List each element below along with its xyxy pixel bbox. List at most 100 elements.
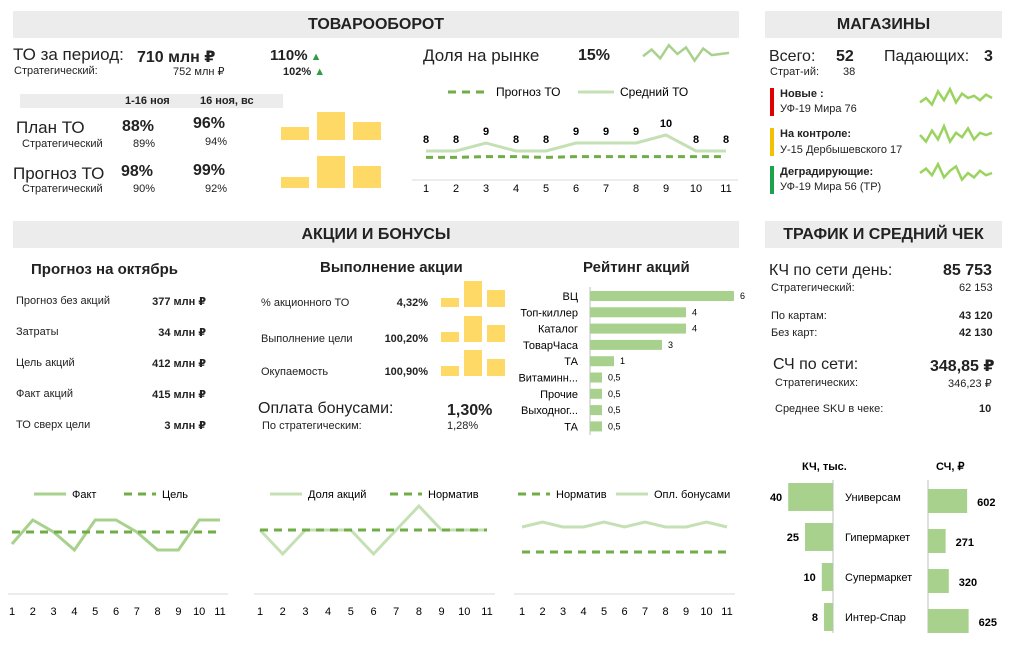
rating-bar <box>590 356 614 367</box>
data-label: 9 <box>633 126 639 138</box>
format-traffic-chart: КЧ, тыс. СЧ, ₽ 40 Универсам 25 Гипермаркет 10 С… <box>770 461 997 633</box>
exec-row-value: 100,90% <box>384 366 428 378</box>
forecast-row-value: 3 млн ₽ <box>164 420 206 432</box>
kch-value-label: 40 <box>770 492 782 504</box>
plan-label: План ТО <box>16 118 85 137</box>
category-label: ТА <box>564 421 578 433</box>
strat-label: Стратегический: <box>14 65 98 77</box>
kch-bar <box>824 603 833 631</box>
nocards-value: 42 130 <box>959 327 993 339</box>
legend-label-average: Средний ТО <box>620 85 688 99</box>
up-arrow-icon: ▲ <box>307 51 322 63</box>
mini-bar <box>464 316 482 342</box>
promo-exec-title: Выполнение акции <box>320 259 463 276</box>
data-label: 0,5 <box>608 405 621 415</box>
period-pct-value: 110% <box>270 47 308 64</box>
cards-value: 43 120 <box>959 310 993 322</box>
stores-strat-value: 38 <box>843 66 856 78</box>
sch-value-label: 625 <box>979 617 997 629</box>
mini-bar <box>487 290 505 307</box>
sku-label: Среднее SKU в чеке: <box>775 403 884 415</box>
category-label: ВЦ <box>563 291 578 303</box>
data-label: 3 <box>668 340 673 350</box>
x-tick-label: 3 <box>560 606 566 618</box>
store-item-control[interactable]: На контроле: У-15 Дербышевского 17 <box>770 128 1000 158</box>
mini-bar <box>353 122 381 140</box>
series-forecast-line <box>426 155 726 159</box>
data-label: 9 <box>603 126 609 138</box>
bonus-label: Оплата бонусами: <box>258 400 394 417</box>
kch-strat-label: Стратегический: <box>771 282 855 294</box>
kch-value: 85 753 <box>943 262 992 279</box>
market-sparkline <box>642 43 730 63</box>
legend-label: Доля акций <box>308 489 366 501</box>
x-tick-label: 10 <box>700 606 712 618</box>
bonus-payment-chart: Норматив Опл. бонусами 1 2 3 4 5 6 7 8 9 10 11 <box>514 489 735 618</box>
plan-value-1: 88% <box>122 118 155 135</box>
period-columns-bar <box>20 94 283 108</box>
plan-strat-label: Стратегический <box>22 138 103 150</box>
store-name: УФ-19 Мира 76 <box>780 103 857 115</box>
mini-bar <box>441 366 459 376</box>
x-tick-label: 6 <box>621 606 627 618</box>
data-label: 9 <box>573 126 579 138</box>
category-label: Выходног... <box>521 405 578 417</box>
store-status: На контроле: <box>780 128 852 140</box>
x-tick-label: 4 <box>325 606 331 618</box>
store-status: Деградирующие: <box>780 166 874 178</box>
x-tick-label: 7 <box>642 606 648 618</box>
forecast-row-label: ТО сверх цели <box>16 419 91 431</box>
store-item-new[interactable]: Новые : УФ-19 Мира 76 <box>770 88 1000 118</box>
plan-value-2: 96% <box>193 115 226 132</box>
plan-strat-2: 94% <box>205 136 228 148</box>
x-tick-label: 8 <box>662 606 668 618</box>
x-tick-label: 5 <box>348 606 354 618</box>
status-marker <box>770 88 774 116</box>
sch-bar <box>928 489 968 513</box>
forecast-row-value: 415 млн ₽ <box>152 389 206 401</box>
sch-bar <box>928 609 969 633</box>
legend-label: Опл. бонусами <box>654 489 730 501</box>
forecast-strat-label: Стратегический <box>22 183 103 195</box>
legend-label: Норматив <box>428 489 479 501</box>
rating-bar <box>590 405 602 416</box>
sch-value: 348,85 ₽ <box>930 358 995 375</box>
x-tick-label: 10 <box>193 606 205 618</box>
plan-strat-1: 89% <box>133 138 156 150</box>
kch-bar <box>788 483 833 511</box>
x-tick-label: 3 <box>302 606 308 618</box>
store-name: У-15 Дербышевского 17 <box>780 144 903 156</box>
kch-value-label: 8 <box>812 612 818 624</box>
mini-bar <box>317 156 345 188</box>
data-label: 8 <box>453 134 459 146</box>
data-label: 4 <box>692 324 697 334</box>
store-item-degrading[interactable]: Деградирующие: УФ-19 Мира 56 (ТР) <box>770 166 1000 196</box>
sparkline-path <box>919 86 993 107</box>
x-tick-label: 6 <box>573 183 579 195</box>
rating-bar <box>590 307 686 318</box>
data-label: 8 <box>723 134 729 146</box>
x-tick-label: 5 <box>92 606 98 618</box>
x-tick-label: 5 <box>543 183 549 195</box>
forecast-october-title: Прогноз на октябрь <box>31 261 178 278</box>
mini-bar <box>487 359 505 376</box>
mini-bar <box>281 127 309 140</box>
header-stores: МАГАЗИНЫ <box>765 11 1002 38</box>
exec-row-value: 100,20% <box>384 333 428 345</box>
header-traffic: ТРАФИК И СРЕДНИЙ ЧЕК <box>765 221 1002 248</box>
sparkline-path <box>919 161 993 182</box>
rating-bar <box>590 372 602 383</box>
mini-bar <box>353 166 381 188</box>
period-label: ТО за период: <box>13 45 124 64</box>
forecast-strat-2: 92% <box>205 183 228 195</box>
kch-label: КЧ по сети день: <box>769 262 893 279</box>
sch-bar <box>928 529 946 553</box>
x-tick-label: 6 <box>370 606 376 618</box>
strat-value: 752 млн ₽ <box>173 66 225 78</box>
legend-label: Норматив <box>556 489 607 501</box>
col-label-2: 16 ноя, вс <box>200 95 254 107</box>
x-tick-label: 8 <box>155 606 161 618</box>
x-tick-label: 11 <box>481 606 492 618</box>
strat-pct-value: 102% <box>283 66 312 78</box>
up-arrow-icon: ▲ <box>311 66 326 78</box>
